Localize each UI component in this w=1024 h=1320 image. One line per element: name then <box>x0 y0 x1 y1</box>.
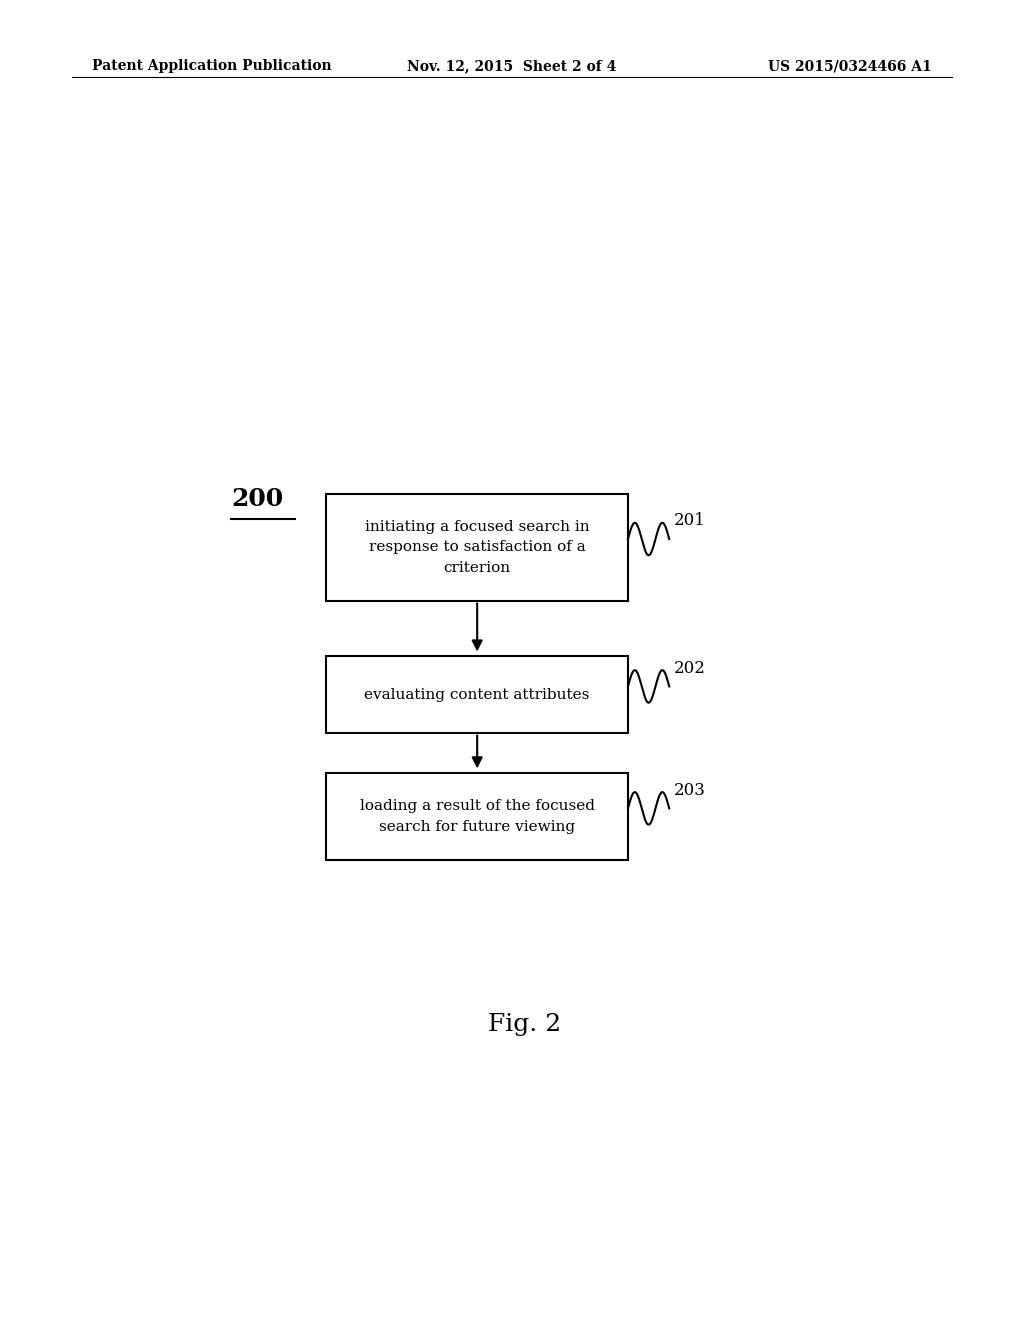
FancyBboxPatch shape <box>327 494 628 601</box>
Text: initiating a focused search in
response to satisfaction of a
criterion: initiating a focused search in response … <box>365 520 590 574</box>
Text: evaluating content attributes: evaluating content attributes <box>365 688 590 701</box>
Text: loading a result of the focused
search for future viewing: loading a result of the focused search f… <box>359 799 595 834</box>
Text: Patent Application Publication: Patent Application Publication <box>92 59 332 74</box>
Text: 200: 200 <box>231 487 284 511</box>
Text: US 2015/0324466 A1: US 2015/0324466 A1 <box>768 59 932 74</box>
Text: 202: 202 <box>674 660 706 677</box>
Text: Nov. 12, 2015  Sheet 2 of 4: Nov. 12, 2015 Sheet 2 of 4 <box>408 59 616 74</box>
Text: 203: 203 <box>674 781 706 799</box>
FancyBboxPatch shape <box>327 656 628 733</box>
Text: Fig. 2: Fig. 2 <box>488 1012 561 1036</box>
Text: 201: 201 <box>674 512 706 529</box>
FancyBboxPatch shape <box>327 774 628 859</box>
